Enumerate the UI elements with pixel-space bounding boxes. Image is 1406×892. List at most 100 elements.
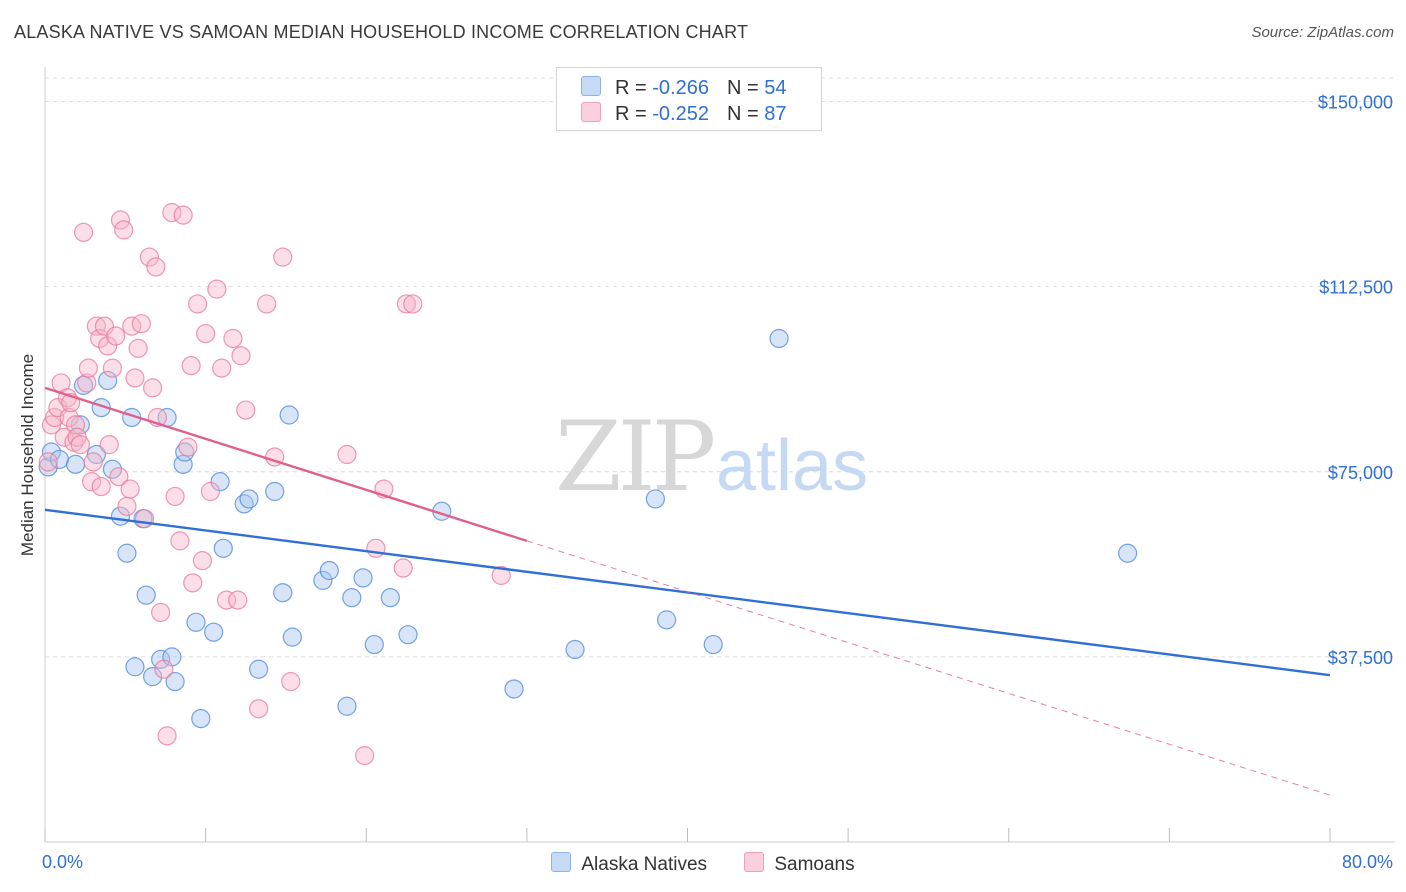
legend-n-label: N = bbox=[726, 103, 759, 125]
samoan-point bbox=[90, 328, 110, 349]
legend-r-label: R = bbox=[615, 77, 647, 99]
samoan-point bbox=[73, 222, 94, 242]
samoan-point bbox=[139, 247, 160, 267]
samoan-point bbox=[120, 479, 140, 499]
samoan-point bbox=[125, 368, 145, 388]
samoan-point bbox=[78, 358, 98, 378]
alaska-native-point bbox=[136, 585, 156, 605]
samoan-point bbox=[86, 316, 107, 336]
samoan-point bbox=[59, 407, 79, 428]
source-label: Source: ZipAtlas.com bbox=[1251, 24, 1394, 41]
samoan-point bbox=[366, 538, 386, 558]
alaska-native-point bbox=[117, 543, 137, 563]
samoan-point bbox=[187, 294, 208, 314]
alaska-native-point bbox=[191, 708, 211, 729]
legend-label-samoan: Samoans bbox=[774, 854, 855, 875]
legend-r-label: R = bbox=[615, 103, 647, 125]
alaska-native-point bbox=[38, 457, 58, 477]
samoan-point bbox=[273, 247, 293, 267]
samoan-point bbox=[257, 294, 277, 314]
alaska-native-point bbox=[380, 588, 400, 608]
legend-row-samoan: R = -0.252 N = 87 bbox=[581, 102, 786, 126]
alaska-native-point bbox=[703, 634, 723, 655]
legend-swatch-pink bbox=[581, 102, 601, 122]
legend-n-value: 54 bbox=[764, 77, 787, 99]
alaska-native-point bbox=[282, 627, 302, 647]
samoan-point bbox=[81, 472, 102, 492]
y-tick-label: $75,000 bbox=[1328, 463, 1393, 483]
samoan-point bbox=[109, 467, 129, 487]
samoan-trend-line bbox=[44, 386, 528, 543]
trend-layer bbox=[44, 386, 1331, 796]
samoan-point bbox=[355, 746, 375, 766]
samoan-point bbox=[491, 565, 511, 586]
alaska-native-point bbox=[364, 634, 384, 655]
tick-label-layer: $37,500 $75,000 $112,500 $150,000 bbox=[1318, 93, 1393, 668]
alaska-native-point bbox=[210, 472, 230, 492]
samoan-point bbox=[393, 558, 413, 578]
samoan-point bbox=[207, 279, 227, 299]
samoan-point bbox=[162, 203, 182, 223]
alaska-native-point bbox=[249, 659, 269, 679]
alaska-native-point bbox=[398, 625, 418, 645]
y-tick-label: $150,000 bbox=[1318, 93, 1393, 113]
alaska-native-point bbox=[313, 570, 333, 590]
legend-r-value: -0.266 bbox=[652, 77, 709, 99]
samoan-point bbox=[236, 400, 256, 420]
watermark-zip: ZIP bbox=[555, 401, 714, 513]
alaska-native-point bbox=[65, 454, 86, 474]
alaska-native-point bbox=[213, 538, 233, 558]
samoan-point bbox=[131, 314, 151, 334]
samoan-point bbox=[143, 378, 163, 398]
alaska-native-point bbox=[265, 481, 285, 502]
samoan-point bbox=[170, 531, 190, 551]
alaska-native-point bbox=[273, 583, 293, 603]
legend-r-value: -0.252 bbox=[652, 103, 709, 125]
samoan-point bbox=[231, 346, 251, 366]
legend-n-label: N = bbox=[726, 77, 759, 99]
y-tick-label: $112,500 bbox=[1319, 278, 1393, 298]
alaska-native-point bbox=[337, 696, 357, 716]
legend-item-samoans[interactable]: Samoans bbox=[744, 852, 855, 876]
samoan-point bbox=[70, 435, 90, 455]
alaska-native-point bbox=[239, 489, 259, 509]
samoan-point bbox=[249, 699, 269, 719]
samoan-point bbox=[396, 294, 417, 314]
alaska-native-point bbox=[204, 622, 224, 642]
samoan-point bbox=[228, 590, 248, 610]
samoan-point bbox=[192, 551, 213, 571]
alaska-native-point bbox=[565, 639, 585, 660]
samoan-point bbox=[91, 476, 111, 497]
samoan-point bbox=[102, 358, 123, 378]
watermark-atlas: atlas bbox=[716, 426, 868, 506]
alaska-native-point bbox=[70, 415, 90, 435]
alaska-native-point bbox=[353, 568, 373, 588]
chart-title: ALASKA NATIVE VS SAMOAN MEDIAN HOUSEHOLD… bbox=[14, 22, 749, 42]
alaska-native-point bbox=[186, 612, 206, 632]
samoan-point bbox=[212, 358, 232, 378]
samoan-point bbox=[106, 326, 126, 346]
samoan-point bbox=[157, 726, 177, 746]
samoan-point bbox=[337, 444, 357, 465]
x-max-label: 80.0% bbox=[1341, 852, 1393, 872]
legend-item-alaska-natives[interactable]: Alaska Natives bbox=[551, 852, 707, 876]
legend-row-alaska: R = -0.266 N = 54 bbox=[581, 76, 786, 100]
watermark: ZIP atlas bbox=[555, 401, 868, 513]
alaska-native-point bbox=[279, 405, 299, 425]
samoan-point bbox=[281, 671, 301, 692]
samoan-point bbox=[200, 481, 221, 502]
y-tick-label: $37,500 bbox=[1328, 648, 1393, 668]
samoan-point bbox=[65, 415, 86, 435]
x-min-label: 0.0% bbox=[42, 852, 84, 872]
alaska-native-point bbox=[504, 679, 524, 699]
points-layer bbox=[38, 203, 1138, 766]
alaska-native-point bbox=[769, 328, 789, 349]
axes-layer bbox=[44, 67, 1395, 843]
alaska-native-point bbox=[319, 560, 339, 581]
samoan-point bbox=[223, 328, 243, 349]
legend-swatch-pink bbox=[744, 852, 765, 872]
alaska-native-point bbox=[165, 671, 185, 692]
alaska-native-point bbox=[1118, 543, 1138, 563]
legend-label-alaska: Alaska Natives bbox=[581, 854, 708, 875]
samoan-trend-extension bbox=[526, 540, 1331, 796]
